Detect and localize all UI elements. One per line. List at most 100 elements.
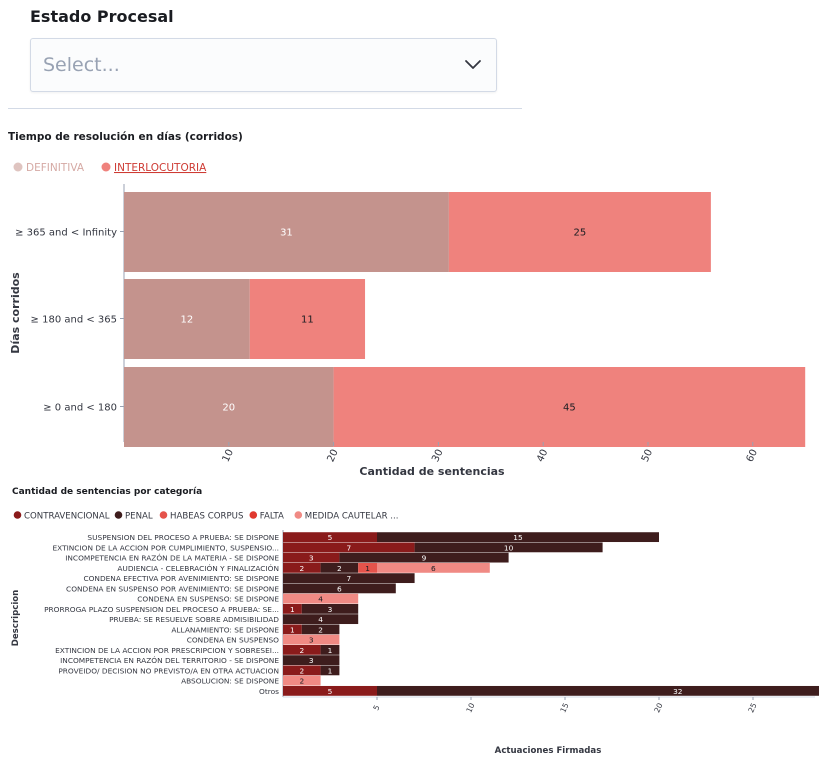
chart2-data-label: 7: [346, 574, 351, 583]
chart2-bar-segment[interactable]: [283, 552, 340, 563]
chart2-y-tick-label: EXTINCION DE LA ACCION POR PRESCRIPCION …: [55, 646, 279, 655]
chart1-data-label: 20: [222, 403, 235, 414]
chart2-bar-segment[interactable]: [301, 624, 340, 635]
chart2-y-tick-label: CONDENA EN SUSPENSO: [187, 636, 279, 645]
chart2-x-tick-label: 5: [371, 704, 381, 712]
legend-dot-falta: [249, 511, 258, 519]
chart2-y-tick-label: PRORROGA PLAZO SUSPENSION DEL PROCESO A …: [44, 605, 279, 614]
estado-procesal-select[interactable]: Select...: [30, 38, 497, 92]
legend-dot-penal: [114, 511, 123, 519]
chart2-data-label: 1: [365, 564, 370, 573]
chart2-y-tick-label: SUSPENSION DEL PROCESO A PRUEBA: SE DISP…: [87, 533, 279, 542]
section-divider: [8, 108, 522, 109]
chart2-data-label: 6: [431, 564, 436, 573]
chart2-bar-segment[interactable]: [283, 593, 359, 604]
chart1-y-tick-label: ≥ 180 and < 365: [31, 315, 117, 326]
chart1-x-tick-label: 50: [640, 448, 655, 464]
chart2-x-tick-label: 25: [746, 701, 758, 714]
chart2-x-tick-label: 10: [464, 701, 476, 714]
chart2-data-label: 15: [513, 533, 523, 542]
chart2-bar-segment[interactable]: [414, 542, 603, 553]
tiempo-resolucion-chart: Tiempo de resolución en días (corridos) D…: [8, 131, 806, 478]
chart2-y-tick-label: CONDENA EN SUSPENSO: SE DISPONE: [137, 595, 279, 604]
chart2-y-tick-label: INCOMPETENCIA EN RAZÓN DEL TERRITORIO - …: [60, 656, 279, 665]
legend-item-falta[interactable]: FALTA: [260, 512, 284, 522]
chart2-bar-segment[interactable]: [283, 675, 321, 686]
chart2-bar-segment[interactable]: [283, 603, 302, 614]
chart2-y-tick-label: ABSOLUCION: SE DISPONE: [181, 677, 279, 686]
chevron-down-icon: [465, 60, 481, 69]
chart2-x-tick-label: 15: [558, 701, 570, 714]
chart2-data-label: 2: [337, 564, 342, 573]
chart2-bar-segment[interactable]: [283, 542, 415, 553]
chart1-bar-interlocutoria[interactable]: [333, 367, 806, 447]
chart1-data-label: 11: [301, 315, 314, 326]
legend-item-medida-cautelar-[interactable]: MEDIDA CAUTELAR ...: [305, 512, 399, 522]
chart2-bar-segment[interactable]: [283, 634, 340, 645]
legend-item-penal[interactable]: PENAL: [125, 512, 153, 522]
chart2-bar-segment[interactable]: [283, 532, 377, 543]
chart2-y-axis-title: Descripcion: [11, 590, 21, 647]
chart2-data-label: 3: [309, 554, 314, 563]
legend-dot-medida-cautelar-: [294, 511, 303, 519]
chart2-data-label: 9: [422, 554, 427, 563]
chart1-x-tick-label: 10: [221, 448, 236, 464]
chart2-bar-segment[interactable]: [283, 665, 321, 676]
chart2-bar-segment[interactable]: [283, 685, 377, 696]
chart2-bar-segment[interactable]: [377, 685, 819, 696]
chart2-data-label: 2: [299, 646, 304, 655]
chart2-bar-segment[interactable]: [339, 552, 509, 563]
chart2-y-tick-label: CONDENA EN SUSPENSO POR AVENIMIENTO: SE …: [66, 584, 279, 593]
chart1-title: Tiempo de resolución en días (corridos): [8, 131, 243, 143]
chart1-y-axis-title: Días corridos: [9, 272, 22, 354]
legend-item-interlocutoria[interactable]: INTERLOCUTORIA: [114, 162, 207, 174]
chart2-data-label: 2: [318, 625, 323, 634]
chart2-bar-segment[interactable]: [283, 624, 302, 635]
chart2-data-label: 2: [299, 666, 304, 675]
legend-dot-interlocutoria: [101, 162, 111, 172]
chart2-y-tick-label: INCOMPETENCIA EN RAZÓN DE LA MATERIA - S…: [65, 554, 279, 563]
chart2-bar-segment[interactable]: [320, 665, 340, 676]
chart1-bar-interlocutoria[interactable]: [249, 279, 366, 359]
chart1-y-tick-label: ≥ 365 and < Infinity: [15, 228, 117, 239]
chart2-y-tick-label: CONDENA EFECTIVA POR AVENIMIENTO: SE DIS…: [83, 574, 279, 583]
chart2-data-label: 2: [299, 677, 304, 686]
chart2-bar-segment[interactable]: [283, 562, 321, 573]
chart2-bar-segment[interactable]: [320, 562, 359, 573]
chart2-data-label: 5: [328, 533, 333, 542]
legend-item-definitiva[interactable]: DEFINITIVA: [26, 162, 85, 174]
chart2-data-label: 4: [318, 595, 323, 604]
chart1-x-tick-label: 30: [430, 448, 445, 464]
chart2-bar-segment[interactable]: [283, 655, 340, 666]
sentencias-categoria-chart: Cantidad de sentencias por categoría CONT…: [11, 487, 819, 756]
legend-dot-habeas-corpus: [159, 511, 168, 519]
chart2-y-tick-label: PRUEBA: SE RESUELVE SOBRE ADMISIBILIDAD: [109, 615, 279, 624]
chart1-bar-interlocutoria[interactable]: [448, 192, 711, 272]
chart2-bar-segment[interactable]: [283, 644, 321, 655]
chart1-bar-definitiva[interactable]: [124, 279, 250, 359]
chart1-x-axis-title: Cantidad de sentencias: [359, 465, 505, 478]
chart2-bar-segment[interactable]: [283, 614, 359, 625]
chart2-bar-segment[interactable]: [283, 573, 415, 584]
chart2-bar-segment[interactable]: [283, 583, 396, 594]
chart2-y-tick-label: EXTINCION DE LA ACCION POR CUMPLIMIENTO,…: [52, 543, 279, 552]
chart1-x-tick-label: 40: [535, 448, 550, 464]
chart2-data-label: 3: [309, 636, 314, 645]
chart2-bar-segment[interactable]: [320, 644, 340, 655]
legend-item-contravencional[interactable]: CONTRAVENCIONAL: [24, 512, 110, 522]
chart1-bar-definitiva[interactable]: [124, 192, 449, 272]
chart2-bar-segment[interactable]: [377, 562, 490, 573]
chart2-data-label: 7: [346, 543, 351, 552]
chart1-x-tick-label: 60: [745, 448, 760, 464]
chart1-y-tick-label: ≥ 0 and < 180: [43, 403, 117, 414]
chart1-bar-definitiva[interactable]: [124, 367, 334, 447]
chart2-bar-segment[interactable]: [358, 562, 377, 573]
chart2-data-label: 3: [328, 605, 333, 614]
legend-item-habeas-corpus[interactable]: HABEAS CORPUS: [170, 512, 243, 522]
chart2-x-axis-title: Actuaciones Firmadas: [495, 746, 602, 756]
chart2-y-tick-label: Otros: [259, 687, 279, 696]
chart1-data-label: 25: [574, 228, 587, 239]
chart2-bar-segment[interactable]: [377, 532, 659, 543]
chart2-y-tick-label: ALLANAMIENTO: SE DISPONE: [171, 625, 279, 634]
chart2-bar-segment[interactable]: [301, 603, 359, 614]
